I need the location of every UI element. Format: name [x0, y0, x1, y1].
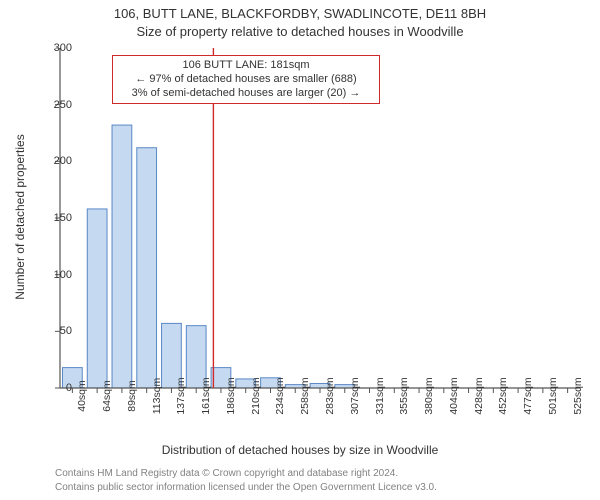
- x-tick: 525sqm: [572, 377, 584, 414]
- bar: [137, 148, 157, 388]
- x-tick: 234sqm: [274, 377, 286, 414]
- y-tick: 200: [32, 155, 72, 167]
- x-tick: 307sqm: [349, 377, 361, 414]
- x-axis-label: Distribution of detached houses by size …: [0, 443, 600, 457]
- y-tick: 50: [32, 325, 72, 337]
- x-tick: 186sqm: [225, 377, 237, 414]
- callout-box: 106 BUTT LANE: 181sqm ← 97% of detached …: [112, 55, 380, 104]
- x-tick: 89sqm: [126, 380, 138, 412]
- chart-container: 106, BUTT LANE, BLACKFORDBY, SWADLINCOTE…: [0, 0, 600, 500]
- footer-line1: Contains HM Land Registry data © Crown c…: [55, 468, 398, 479]
- bar: [112, 125, 132, 388]
- x-tick: 210sqm: [250, 377, 262, 414]
- x-tick: 404sqm: [448, 377, 460, 414]
- x-tick: 355sqm: [398, 377, 410, 414]
- bar: [87, 209, 107, 388]
- x-tick: 477sqm: [522, 377, 534, 414]
- x-tick: 331sqm: [374, 377, 386, 414]
- x-tick: 137sqm: [175, 377, 187, 414]
- callout-line2: ← 97% of detached houses are smaller (68…: [119, 73, 373, 87]
- x-tick: 40sqm: [76, 380, 88, 412]
- page-title-line1: 106, BUTT LANE, BLACKFORDBY, SWADLINCOTE…: [0, 6, 600, 21]
- y-tick: 250: [32, 99, 72, 111]
- page-title-line2: Size of property relative to detached ho…: [0, 24, 600, 39]
- x-tick: 380sqm: [423, 377, 435, 414]
- x-tick: 501sqm: [547, 377, 559, 414]
- y-tick: 300: [32, 42, 72, 54]
- y-tick: 0: [32, 382, 72, 394]
- x-tick: 113sqm: [151, 378, 163, 415]
- y-tick: 100: [32, 269, 72, 281]
- footer-line2: Contains public sector information licen…: [55, 482, 437, 493]
- y-axis-label: Number of detached properties: [13, 87, 27, 347]
- x-tick: 452sqm: [497, 377, 509, 414]
- x-tick: 283sqm: [324, 377, 336, 414]
- callout-line1: 106 BUTT LANE: 181sqm: [119, 59, 373, 73]
- x-tick: 161sqm: [200, 377, 212, 414]
- y-tick: 150: [32, 212, 72, 224]
- x-tick: 428sqm: [473, 377, 485, 414]
- x-tick: 64sqm: [101, 380, 113, 412]
- callout-line3: 3% of semi-detached houses are larger (2…: [119, 87, 373, 101]
- x-tick: 258sqm: [299, 377, 311, 414]
